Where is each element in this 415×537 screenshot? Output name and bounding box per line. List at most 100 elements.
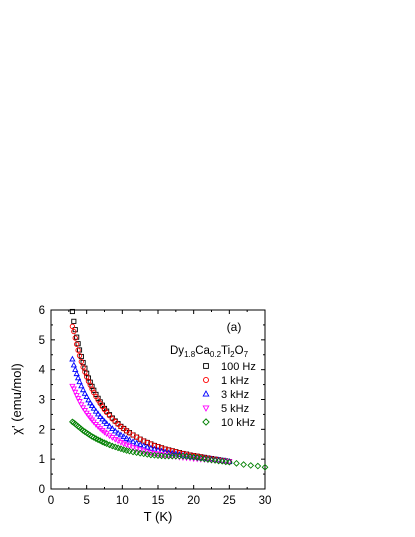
data-point [172, 450, 180, 457]
data-point [147, 444, 155, 451]
data-point [140, 448, 147, 455]
data-point [117, 445, 125, 453]
data-point [114, 444, 122, 452]
data-point [92, 407, 100, 414]
legend-label: 100 Hz [221, 361, 256, 373]
data-point [74, 396, 82, 402]
series-100-hz [69, 308, 232, 465]
series-3-khz [69, 355, 233, 464]
panel-label: (a) [227, 320, 242, 334]
data-point [69, 308, 75, 315]
series-1-khz [69, 323, 232, 465]
data-point [88, 402, 96, 408]
data-point [69, 383, 76, 390]
data-point [83, 393, 90, 400]
data-point [109, 416, 116, 422]
data-point [112, 418, 118, 425]
data-point [82, 369, 88, 375]
data-point [247, 462, 255, 469]
compound-formula: Dy1.8Ca0.2Ti2O7 [170, 345, 249, 359]
x-axis: 0 5 10 15 20 25 30 [48, 310, 272, 507]
y-tick-label: 0 [39, 484, 45, 496]
data-point [76, 399, 83, 405]
legend-marker [202, 418, 210, 426]
data-point [73, 393, 80, 399]
data-point [140, 442, 147, 449]
data-point [166, 447, 172, 453]
y-tick-label: 2 [39, 424, 45, 436]
data-point [103, 409, 110, 415]
data-point [101, 418, 108, 424]
y-tick-label: 1 [39, 454, 45, 466]
x-tick-label: 20 [187, 495, 200, 507]
data-point [71, 328, 77, 335]
data-point [120, 446, 128, 453]
data-point [76, 378, 83, 385]
legend-label: 5 kHz [221, 403, 249, 415]
x-tick-label: 25 [223, 495, 236, 507]
data-point [144, 443, 151, 450]
data-point [84, 374, 90, 380]
data-point [144, 449, 151, 456]
series-layer [69, 308, 269, 471]
x-tick-label: 5 [83, 495, 89, 507]
data-point [72, 366, 79, 372]
data-point [120, 433, 127, 440]
y-tick-label: 4 [39, 365, 46, 377]
data-point [165, 449, 172, 456]
data-point [73, 370, 80, 377]
data-point [106, 422, 113, 429]
data-point [70, 361, 78, 368]
y-axis: 0 1 2 3 4 5 6 [39, 305, 265, 496]
data-point [233, 459, 240, 467]
data-point [117, 431, 125, 438]
data-point [133, 439, 140, 446]
legend-marker [203, 377, 209, 383]
legend-label: 3 kHz [221, 389, 249, 401]
y-axis-label: χ' (emu/mol) [9, 363, 24, 434]
data-point [74, 374, 82, 381]
data-point [69, 323, 76, 330]
data-point [88, 433, 96, 440]
data-point [79, 386, 87, 393]
data-point [72, 389, 79, 396]
data-point [261, 463, 269, 471]
data-point [133, 446, 140, 453]
data-point [101, 429, 108, 436]
data-point [254, 462, 262, 470]
data-point [78, 358, 84, 365]
x-tick-label: 0 [48, 495, 54, 507]
series-10-khz [69, 418, 269, 471]
data-point [94, 410, 102, 417]
data-point [97, 413, 104, 420]
data-point [162, 446, 168, 452]
data-point [76, 352, 83, 359]
data-point [79, 405, 87, 412]
data-point [81, 408, 89, 414]
data-point [151, 442, 158, 449]
data-point [158, 445, 165, 451]
data-point [126, 447, 133, 455]
data-point [78, 382, 85, 389]
x-tick-label: 10 [116, 495, 129, 507]
data-point [240, 461, 247, 468]
legend-label: 10 kHz [221, 417, 255, 429]
data-point [103, 420, 110, 426]
data-point [75, 347, 81, 353]
x-tick-label: 30 [259, 495, 272, 507]
y-tick-label: 5 [39, 335, 45, 347]
data-point [72, 335, 78, 341]
data-point [90, 404, 97, 411]
x-axis-label: T (K) [144, 509, 173, 524]
data-point [169, 449, 176, 456]
data-point [225, 458, 233, 466]
data-point [74, 341, 80, 347]
data-point [126, 436, 133, 443]
data-point [155, 443, 161, 450]
data-point [80, 364, 86, 370]
data-point [87, 399, 94, 406]
data-point [111, 443, 119, 451]
legend-marker [202, 390, 210, 397]
data-point [123, 435, 130, 441]
